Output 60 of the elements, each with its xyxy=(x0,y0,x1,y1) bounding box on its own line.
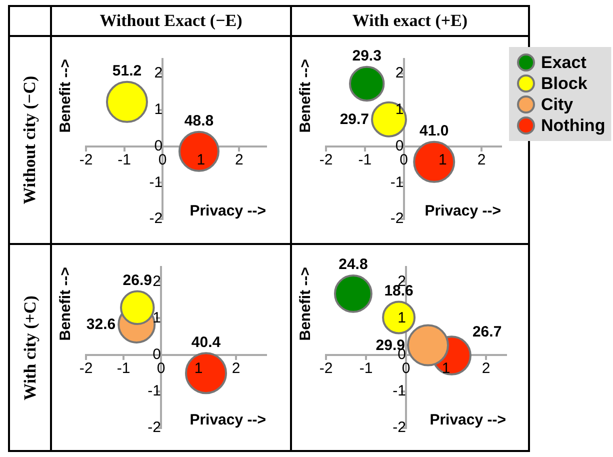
text: Without city (−C) xyxy=(20,76,40,204)
y-tick-label: -2 xyxy=(392,419,406,436)
y-tick-label: 2 xyxy=(152,272,161,290)
legend-label: Block xyxy=(541,74,588,94)
y-tick-label: 1 xyxy=(398,309,406,326)
annotation: 26.9 xyxy=(122,272,152,289)
y-axis-title: Benefit --> xyxy=(57,266,74,341)
x-tick-label: -1 xyxy=(116,360,130,377)
text: With city (+C) xyxy=(20,295,40,400)
x-tick-label: -2 xyxy=(79,360,93,377)
y-tick-label: -2 xyxy=(390,210,404,228)
x-tick-label: -2 xyxy=(79,151,93,168)
y-tick-label: -1 xyxy=(148,382,161,400)
y-tick-label: -2 xyxy=(149,210,163,228)
x-tick-label: 1 xyxy=(442,360,450,377)
x-tick-label: -1 xyxy=(359,360,373,377)
x-tick-label: 2 xyxy=(235,151,244,168)
annotation: 32.6 xyxy=(86,316,116,334)
y-tick-label: 1 xyxy=(152,309,161,326)
legend-label: Nothing xyxy=(541,116,606,136)
x-tick-label: -2 xyxy=(319,360,333,377)
x-tick-label: 2 xyxy=(232,360,240,377)
annotation: 29.7 xyxy=(340,111,370,128)
y-tick-label: 2 xyxy=(154,64,163,82)
annotation: 41.0 xyxy=(420,122,449,140)
y-tick-label: -1 xyxy=(390,174,404,191)
y-tick-label: -2 xyxy=(148,419,161,436)
legend-label: Exact xyxy=(541,53,587,72)
x-tick-label: 1 xyxy=(438,151,447,168)
legend-label: City xyxy=(541,95,574,114)
x-tick-label: -2 xyxy=(319,151,333,168)
chart-title: With exact (+E) xyxy=(352,11,468,31)
y-axis-title: Benefit --> xyxy=(297,266,314,341)
x-tick-label: 1 xyxy=(194,360,203,377)
x-tick-label: 1 xyxy=(196,151,206,168)
y-tick-label: -1 xyxy=(392,382,406,400)
annotation: 51.2 xyxy=(112,62,142,80)
y-axis-title: Benefit --> xyxy=(297,58,314,133)
y-tick-label: 0 xyxy=(395,137,404,154)
y-axis-title: Benefit --> xyxy=(57,58,74,133)
y-tick-label: 1 xyxy=(154,101,163,118)
y-tick-label: 1 xyxy=(395,101,404,118)
x-tick-label: -1 xyxy=(358,151,372,168)
x-axis-title: Privacy --> xyxy=(430,412,506,429)
y-tick-label: 0 xyxy=(152,346,161,363)
annotation: 29.3 xyxy=(352,48,382,65)
y-tick-label: 2 xyxy=(395,64,404,82)
annotation: 40.4 xyxy=(191,334,222,351)
annotation: 26.7 xyxy=(472,323,502,340)
annotation: 24.8 xyxy=(338,256,368,274)
x-tick-label: 2 xyxy=(482,360,490,377)
y-tick-label: 0 xyxy=(154,137,163,154)
annotation: 48.8 xyxy=(184,112,214,130)
x-axis-title: Privacy --> xyxy=(424,202,502,220)
y-tick-label: -1 xyxy=(149,174,163,191)
x-tick-label: -1 xyxy=(118,151,131,168)
x-tick-label: 2 xyxy=(477,151,486,168)
chart-title: Without Exact (−E) xyxy=(100,11,242,31)
x-axis-title: Privacy --> xyxy=(190,202,266,220)
x-axis-title: Privacy --> xyxy=(190,412,266,429)
